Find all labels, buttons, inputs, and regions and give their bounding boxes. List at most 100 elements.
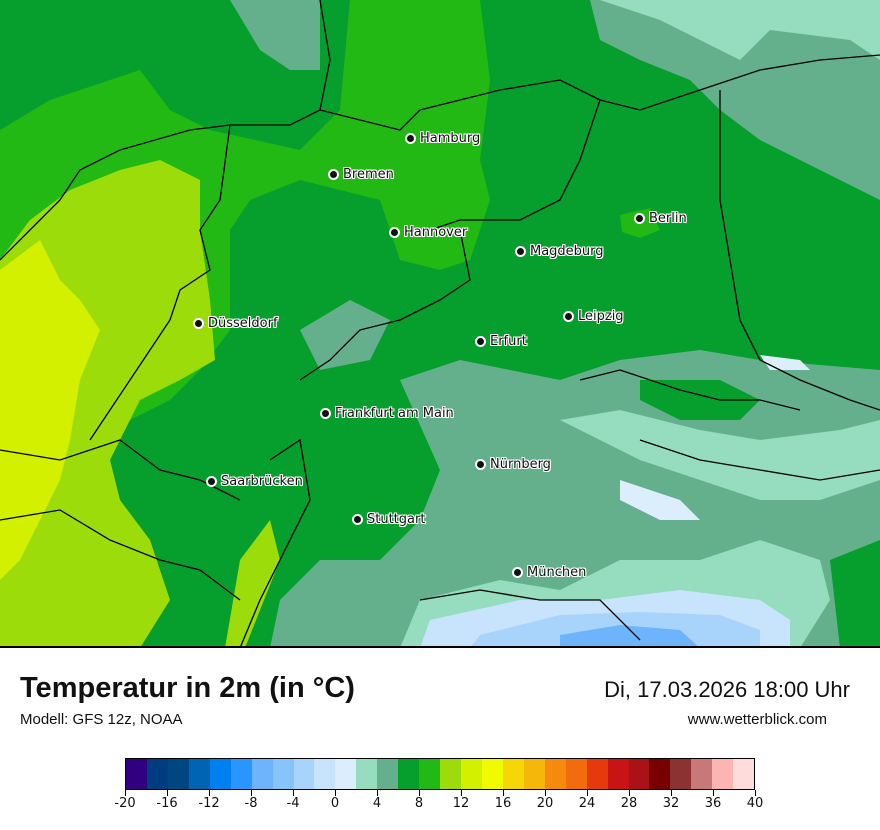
city-label: Saarbrücken: [221, 474, 303, 489]
colorbar-tick: [587, 790, 588, 796]
city-saarbruecken: Saarbrücken: [206, 474, 303, 489]
colorbar-bin: [230, 759, 252, 789]
city-label: Bremen: [343, 167, 394, 182]
city-label: Nürnberg: [490, 457, 551, 472]
city-marker-icon: [352, 514, 363, 525]
city-marker-icon: [475, 459, 486, 470]
temperature-field: [0, 0, 880, 646]
colorbar-tick-label: 20: [536, 796, 554, 811]
colorbar-tick-label: -8: [244, 796, 258, 811]
colorbar-bin: [335, 759, 357, 789]
colorbar-tick-label: 40: [746, 796, 764, 811]
city-berlin: Berlin: [634, 211, 687, 226]
colorbar-tick-label: 4: [372, 796, 382, 811]
colorbar-tick: [209, 790, 210, 796]
colorbar-tick-label: 0: [330, 796, 340, 811]
colorbar-tick: [419, 790, 420, 796]
colorbar-bin: [461, 759, 482, 789]
colorbar-tick-label: 36: [704, 796, 722, 811]
colorbar-tick-label: -4: [286, 796, 300, 811]
colorbar-bin: [544, 759, 566, 789]
city-bremen: Bremen: [328, 167, 394, 182]
colorbar-bin: [712, 759, 734, 789]
colorbar-tick-label: 24: [578, 796, 596, 811]
colorbar-bin: [398, 759, 420, 789]
colorbar-tick-label: 16: [494, 796, 512, 811]
city-duesseldorf: Düsseldorf: [193, 316, 278, 331]
city-marker-icon: [515, 246, 526, 257]
colorbar-tick: [713, 790, 714, 796]
valid-time: Di, 17.03.2026 18:00 Uhr: [604, 677, 850, 702]
city-label: München: [527, 565, 587, 580]
colorbar-bin: [167, 759, 189, 789]
city-label: Frankfurt am Main: [335, 406, 454, 421]
colorbar-ticks: -20 -16 -12 -8 -4 0 4 8 12 16 20 24 28 32 36 40: [114, 790, 763, 820]
colorbar-bin: [272, 759, 294, 789]
city-marker-icon: [389, 227, 400, 238]
colorbar-bin: [419, 759, 441, 789]
city-marker-icon: [206, 476, 217, 487]
colorbar-bin: [314, 759, 336, 789]
city-label: Leipzig: [578, 309, 624, 324]
colorbar-tick: [251, 790, 252, 796]
city-frankfurt: Frankfurt am Main: [320, 406, 454, 421]
colorbar-bin: [377, 759, 399, 789]
city-erfurt: Erfurt: [475, 334, 527, 349]
colorbar-bin: [523, 759, 545, 789]
city-label: Magdeburg: [530, 244, 604, 259]
city-label: Stuttgart: [367, 512, 426, 527]
city-marker-icon: [405, 133, 416, 144]
colorbar-tick-label: -20: [114, 796, 136, 811]
colorbar-tick-label: 28: [620, 796, 638, 811]
source-link[interactable]: www.wetterblick.com: [687, 711, 827, 728]
map-title: Temperatur in 2m (in °C): [20, 672, 355, 704]
colorbar-tick: [167, 790, 168, 796]
city-hamburg: Hamburg: [405, 131, 480, 146]
colorbar-bin: [251, 759, 273, 789]
city-hannover: Hannover: [389, 225, 467, 240]
colorbar-tick: [545, 790, 546, 796]
colorbar-tick: [503, 790, 504, 796]
colorbar: [125, 758, 755, 790]
city-marker-icon: [563, 311, 574, 322]
model-info: Modell: GFS 12z, NOAA: [20, 711, 183, 728]
city-leipzig: Leipzig: [563, 309, 624, 324]
colorbar-bin: [607, 759, 629, 789]
city-magdeburg: Magdeburg: [515, 244, 604, 259]
colorbar-tick-label: 8: [414, 796, 424, 811]
colorbar-bin: [586, 759, 608, 789]
colorbar-bin: [565, 759, 587, 789]
city-marker-icon: [475, 336, 486, 347]
colorbar-bin: [649, 759, 671, 789]
colorbar-bin: [356, 759, 378, 789]
colorbar-bin: [126, 759, 147, 789]
colorbar-tick-label: 32: [662, 796, 680, 811]
colorbar-bin: [733, 759, 755, 789]
colorbar-tick-label: -12: [198, 796, 220, 811]
colorbar-tick: [629, 790, 630, 796]
colorbar-bin: [146, 759, 168, 789]
city-marker-icon: [634, 213, 645, 224]
colorbar-tick: [755, 790, 756, 796]
colorbar-tick-label: 12: [452, 796, 470, 811]
city-marker-icon: [193, 318, 204, 329]
temperature-map: Hamburg Bremen Hannover Berlin Magdeburg…: [0, 0, 880, 648]
colorbar-bin: [440, 759, 461, 789]
colorbar-bin: [209, 759, 231, 789]
colorbar-bin: [670, 759, 692, 789]
colorbar-bin: [188, 759, 210, 789]
city-nuernberg: Nürnberg: [475, 457, 551, 472]
city-label: Düsseldorf: [208, 316, 278, 331]
colorbar-tick: [125, 790, 126, 796]
city-marker-icon: [328, 169, 339, 180]
colorbar-bin: [502, 759, 524, 789]
colorbar-tick: [377, 790, 378, 796]
colorbar-tick: [293, 790, 294, 796]
city-label: Berlin: [649, 211, 687, 226]
city-stuttgart: Stuttgart: [352, 512, 425, 527]
city-label: Hannover: [404, 225, 468, 240]
city-muenchen: München: [512, 565, 586, 580]
colorbar-tick: [335, 790, 336, 796]
colorbar-bin: [691, 759, 713, 789]
colorbar-tick: [461, 790, 462, 796]
